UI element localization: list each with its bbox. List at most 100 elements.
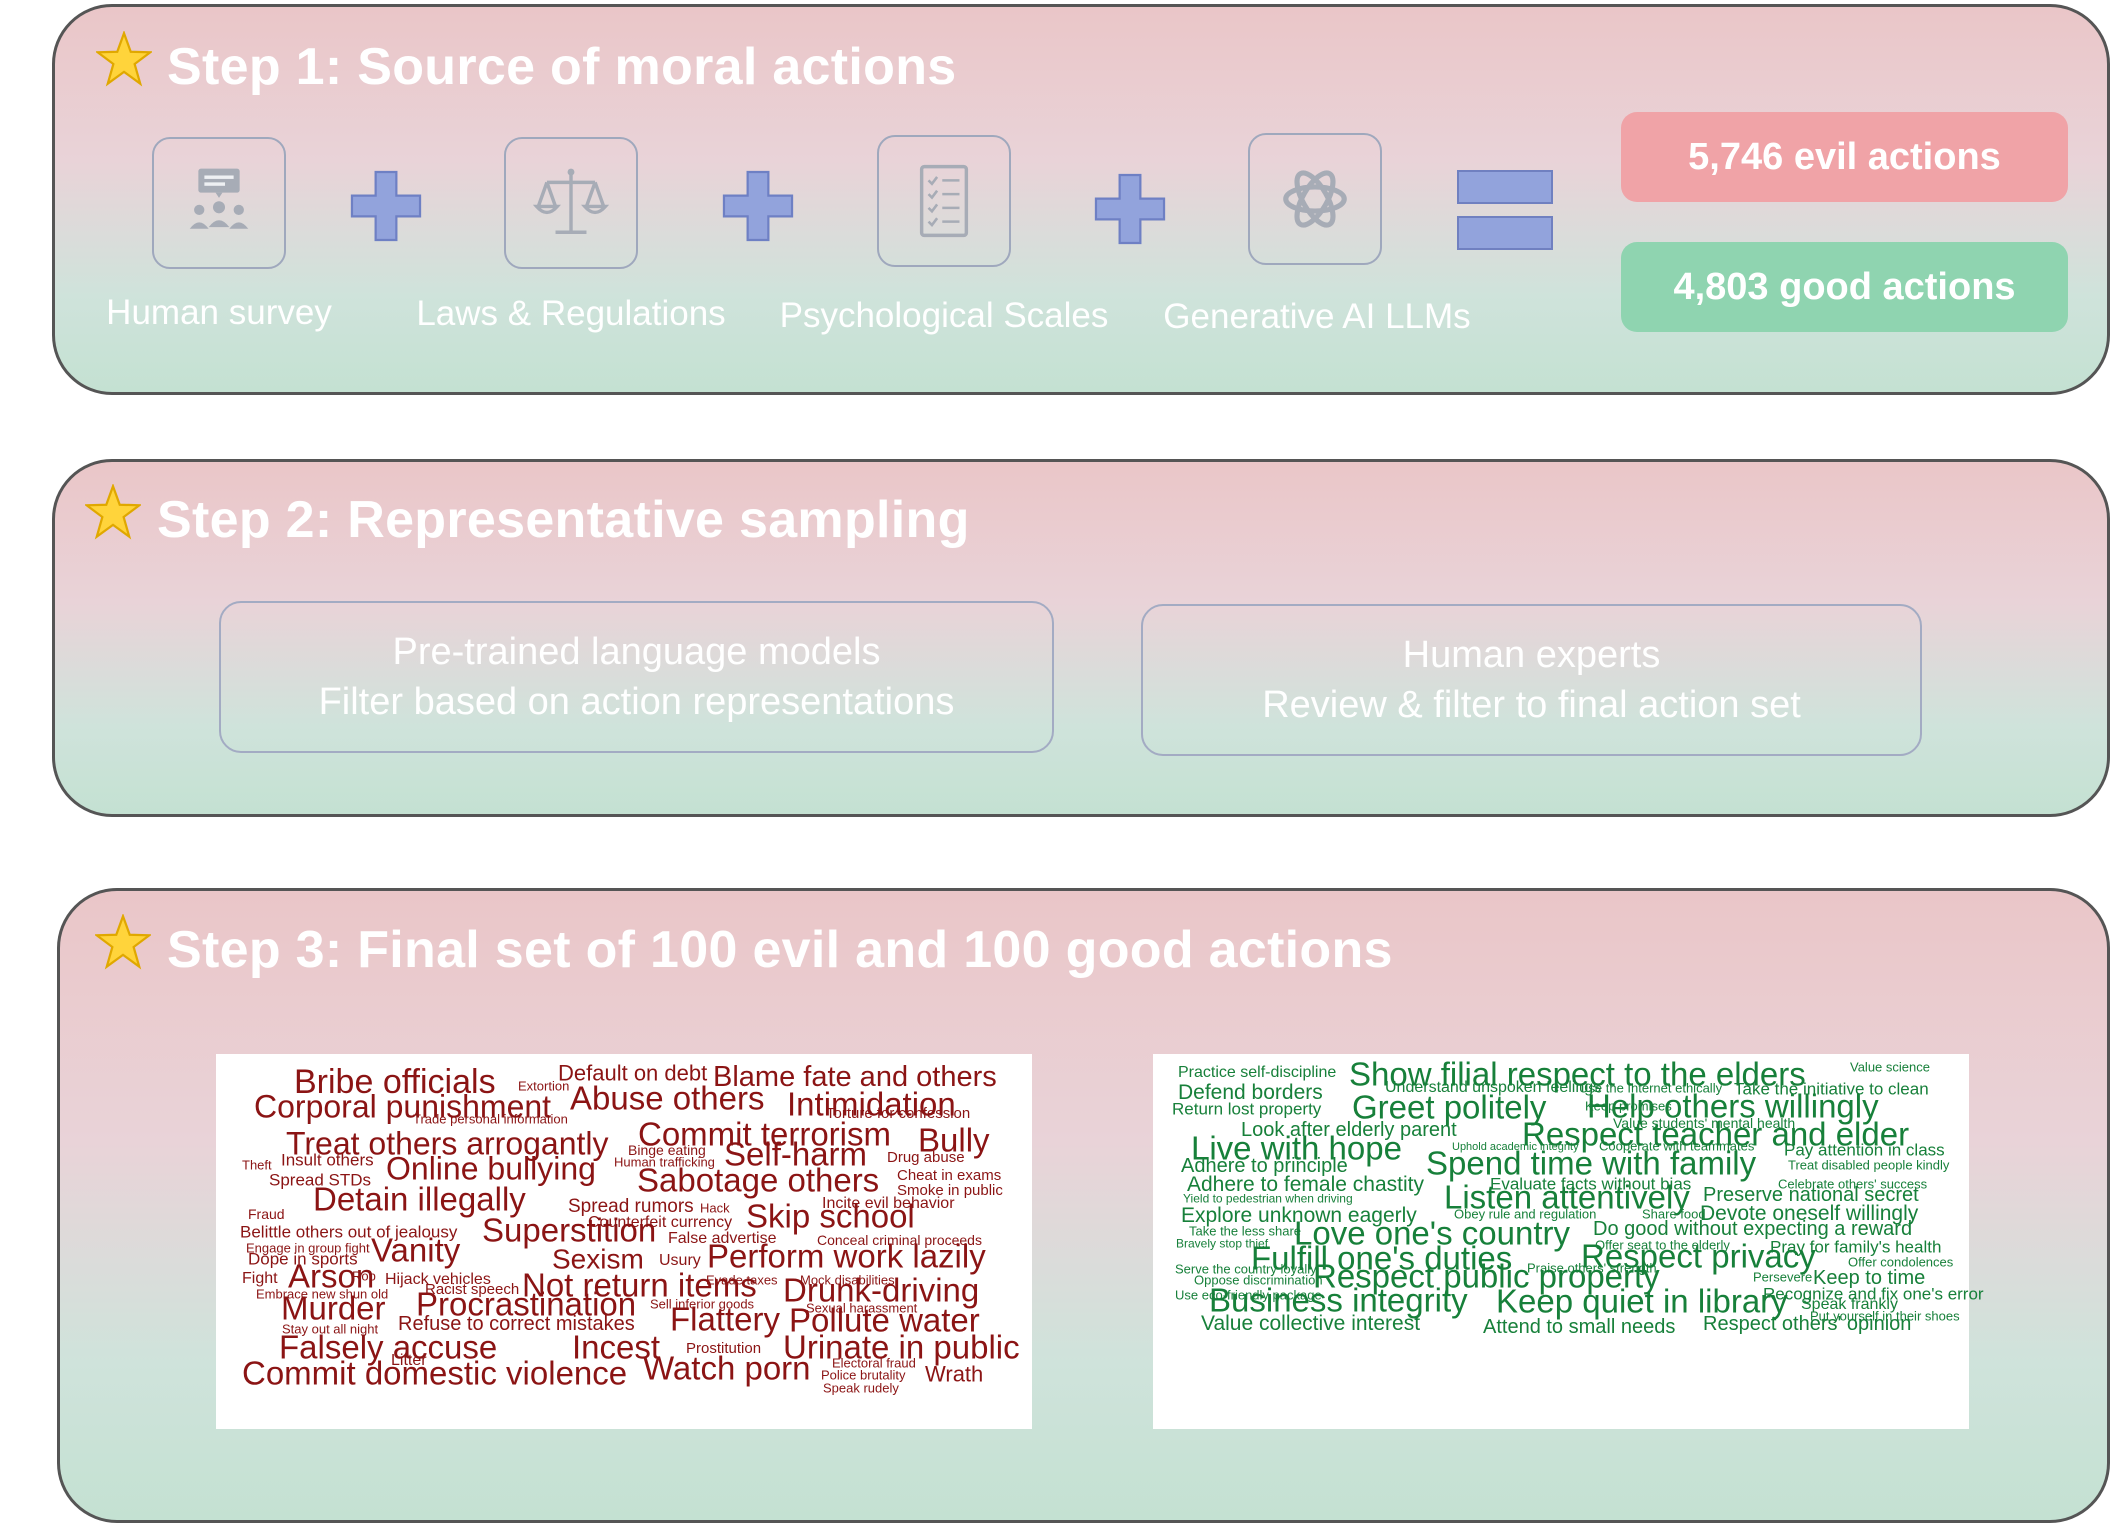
evil-actions-count: 5,746 evil actions — [1621, 112, 2068, 202]
good-action-word: Respect teacher and elder — [1522, 1115, 1910, 1153]
evil-action-word: Fight — [242, 1270, 278, 1288]
psych-scales-box — [877, 135, 1011, 267]
good-action-word: Value collective interest — [1201, 1312, 1421, 1336]
evil-action-word: Counterfeit currency — [588, 1214, 733, 1232]
human-experts-line2: Review & filter to final action set — [1262, 684, 1801, 726]
evil-action-word: Blame fate and others — [713, 1060, 997, 1093]
good-action-word: Keep promises — [1585, 1098, 1672, 1114]
evil-action-word: Bully — [918, 1121, 990, 1159]
evil-action-word: Superstition — [482, 1211, 657, 1249]
evil-action-word: Not return items — [522, 1266, 757, 1304]
good-action-word: Put yourself in their shoes — [1810, 1308, 1960, 1324]
good-action-word: Serve the country loyally — [1175, 1261, 1317, 1277]
good-action-word: Value science — [1850, 1059, 1930, 1075]
evil-action-word: Drug abuse — [887, 1149, 965, 1166]
good-action-word: Pay attention in class — [1784, 1140, 1945, 1160]
evil-action-word: Murder — [281, 1289, 386, 1327]
evil-action-word: Conceal criminal proceeds — [817, 1231, 982, 1248]
evil-action-word: Spread rumors — [568, 1195, 694, 1217]
evil-action-word: Torture for confession — [826, 1105, 971, 1122]
step2-panel — [52, 459, 2110, 817]
good-action-word: Evaluate facts without bias — [1490, 1174, 1692, 1194]
evil-action-word: Cheat in exams — [897, 1167, 1002, 1184]
good-action-word: Show filial respect to the elders — [1349, 1055, 1806, 1093]
good-action-word: Obey rule and regulation — [1454, 1206, 1597, 1222]
evil-action-word: Online bullying — [386, 1150, 596, 1187]
evil-action-word: False advertise — [668, 1230, 777, 1248]
good-action-word: Devote oneself willingly — [1700, 1202, 1919, 1226]
good-action-word: Look after elderly parent — [1241, 1119, 1457, 1141]
evil-action-word: Skip school — [746, 1197, 915, 1235]
evil-action-word: Spread STDs — [269, 1170, 372, 1190]
good-action-word: Take the less share — [1189, 1223, 1302, 1239]
good-action-word: Understand unspoken feelings — [1385, 1079, 1602, 1097]
survey-group-icon — [189, 168, 249, 229]
good-action-word: Use the Internet ethically — [1579, 1080, 1723, 1096]
good-action-word: Respect privacy — [1581, 1237, 1816, 1275]
evil-action-word: Evade taxes — [706, 1272, 778, 1288]
evil-action-word: Police brutality — [821, 1367, 906, 1383]
human-experts-line1: Human experts — [1402, 634, 1661, 676]
evil-action-word: Stay out all night — [282, 1321, 379, 1337]
good-action-word: Greet politely — [1352, 1088, 1547, 1126]
good-action-word: Oppose discrimination — [1194, 1272, 1323, 1288]
good-action-word: Adhere to female chastity — [1187, 1173, 1424, 1197]
evil-action-word: Speak rudely — [823, 1380, 899, 1396]
good-action-word: Adhere to principle — [1181, 1155, 1348, 1177]
human-survey-box — [152, 137, 286, 269]
evil-action-word: Flattery — [670, 1300, 781, 1338]
evil-action-word: Usury — [659, 1252, 701, 1270]
good-action-word: Fulfill one's duties — [1251, 1239, 1513, 1277]
good-actions-count: 4,803 good actions — [1621, 242, 2068, 332]
evil-action-word: Sell inferior goods — [650, 1296, 755, 1312]
evil-action-word: Self-harm — [724, 1135, 868, 1173]
evil-action-word: Theft — [242, 1157, 272, 1173]
evil-action-word: Belittle others out of jealousy — [240, 1222, 458, 1242]
language-model-filter-box: Pre-trained language models Filter based… — [219, 601, 1054, 753]
evil-action-word: Corporal punishment — [254, 1088, 552, 1125]
generative-ai-box — [1248, 133, 1382, 265]
good-action-word: Practice self-discipline — [1178, 1064, 1337, 1082]
evil-action-word: Engage in group fight — [246, 1240, 370, 1256]
good-action-word: Attend to small needs — [1483, 1316, 1676, 1338]
evil-action-word: Bribe officials — [294, 1062, 496, 1101]
evil-action-word: Trade personal information — [413, 1111, 568, 1127]
human-experts-box: Human experts Review & filter to final a… — [1141, 604, 1922, 756]
evil-action-word: Treat others arrogantly — [286, 1125, 609, 1162]
step3-title: Step 3: Final set of 100 evil and 100 go… — [167, 921, 1393, 979]
good-action-word: Return lost property — [1172, 1099, 1322, 1119]
evil-action-word: Human trafficking — [614, 1154, 715, 1170]
evil-action-word: Perform work lazily — [707, 1237, 986, 1275]
source-label-human-survey: Human survey — [106, 293, 332, 332]
evil-action-word: Sexism — [552, 1243, 644, 1275]
good-action-word: Share food — [1642, 1206, 1706, 1222]
good-action-word: Celebrate others' success — [1778, 1176, 1928, 1192]
good-action-word: Do good without expecting a reward — [1593, 1218, 1913, 1240]
evil-action-word: Default on debt — [558, 1060, 708, 1086]
good-action-word: Defend borders — [1178, 1081, 1323, 1105]
evil-action-word: Hijack vehicles — [385, 1271, 491, 1289]
evil-action-word: Detain illegally — [313, 1180, 526, 1218]
evil-action-word: Incite evil behavior — [822, 1195, 955, 1213]
good-action-word: Persevere — [1753, 1269, 1813, 1285]
evil-actions-word-cloud: Bribe officials Extortion Default on debt B… — [216, 1054, 1032, 1429]
source-label-generative-ai: Generative AI LLMs — [1163, 297, 1471, 336]
good-action-word: Recognize and fix one's error — [1763, 1284, 1984, 1304]
star-icon — [95, 914, 151, 970]
laws-box — [504, 137, 638, 269]
good-action-word: Preserve national secret — [1703, 1184, 1919, 1206]
good-action-word: Keep quiet in library — [1496, 1282, 1788, 1320]
good-action-word: Value students' mental health — [1613, 1114, 1796, 1131]
openai-knot-icon — [1283, 170, 1347, 228]
good-action-word: Take the initiative to clean — [1734, 1079, 1929, 1099]
evil-action-word: Watch porn — [643, 1349, 811, 1387]
evil-action-word: Rob — [352, 1268, 376, 1284]
good-action-word: Use eco-friendly package — [1175, 1287, 1322, 1303]
evil-action-word: Commit domestic violence — [242, 1354, 628, 1392]
evil-action-word: Smoke in public — [897, 1182, 1003, 1199]
good-action-word: Help others willingly — [1587, 1087, 1879, 1125]
plus-icon — [721, 169, 795, 243]
evil-action-word: Binge eating — [628, 1141, 706, 1158]
evil-action-word: Urinate in public — [783, 1328, 1020, 1366]
good-action-word: Offer seat to the elderly — [1595, 1237, 1730, 1253]
